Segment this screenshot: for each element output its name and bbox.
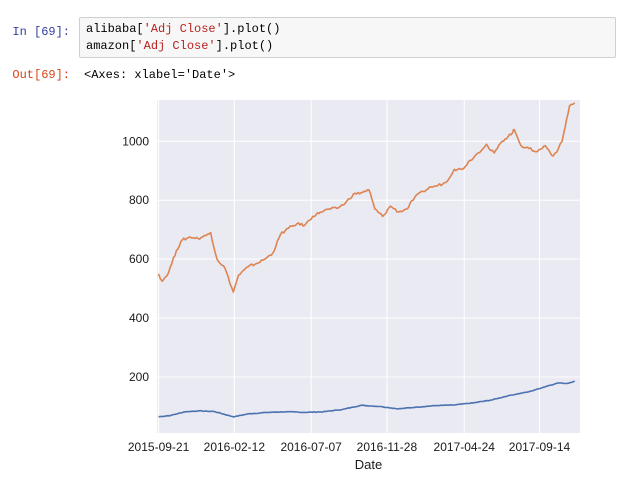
x-tick-label: 2016-07-07 (280, 440, 342, 454)
x-axis-label: Date (355, 457, 382, 472)
code-editor[interactable]: alibaba['Adj Close'].plot() amazon['Adj … (79, 17, 616, 58)
series-line-blue (158, 380, 576, 418)
series-lines (157, 102, 576, 418)
x-tick-label: 2015-09-21 (128, 440, 190, 454)
code-line-1-prefix: alibaba[ (86, 22, 144, 36)
y-tick-label: 1000 (122, 134, 149, 148)
code-line-1-string: 'Adj Close' (143, 22, 223, 36)
x-tick-label: 2016-02-12 (204, 440, 266, 454)
code-line-1: alibaba['Adj Close'].plot() (86, 22, 280, 36)
x-tick-labels: 2015-09-21 2016-02-12 2016-07-07 2016-11-28… (128, 440, 571, 454)
code-line-2-prefix: amazon[ (86, 39, 137, 53)
code-line-2-string: 'Adj Close' (136, 39, 216, 53)
code-line-2: amazon['Adj Close'].plot() (86, 39, 273, 53)
y-tick-label: 800 (129, 193, 149, 207)
y-tick-label: 600 (129, 252, 149, 266)
y-tick-label: 200 (129, 370, 149, 384)
x-tick-label: 2016-11-28 (357, 440, 418, 454)
x-tick-label: 2017-09-14 (509, 440, 571, 454)
code-line-1-suffix: ].plot() (222, 22, 281, 36)
input-prompt: In [69]: (12, 25, 70, 39)
output-prompt: Out[69]: (12, 68, 70, 82)
series-line-orange (157, 102, 576, 293)
code-line-2-suffix: ].plot() (215, 39, 274, 53)
y-tick-labels: 200 400 600 800 1000 (122, 134, 149, 384)
plot-area (157, 100, 580, 433)
grid-lines (157, 100, 580, 433)
output-text: <Axes: xlabel='Date'> (84, 68, 236, 82)
y-tick-label: 400 (129, 311, 149, 325)
x-tick-label: 2017-04-24 (434, 440, 496, 454)
